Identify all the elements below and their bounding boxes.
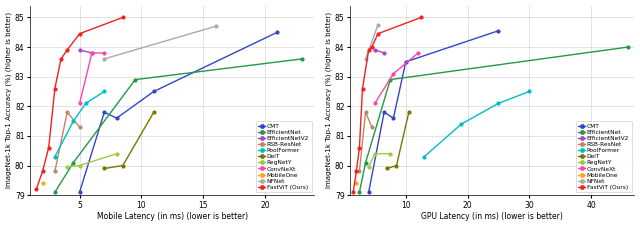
X-axis label: GPU Latency (in ms) (lower is better): GPU Latency (in ms) (lower is better): [421, 213, 563, 222]
Legend: CMT, EfficientNet, EfficientNetV2, RSB-ResNet, PoolFormer, DeiT, RegNetY, ConvNe: CMT, EfficientNet, EfficientNetV2, RSB-R…: [256, 121, 312, 192]
Legend: CMT, EfficientNet, EfficientNetV2, RSB-ResNet, PoolFormer, DeiT, RegNetY, ConvNe: CMT, EfficientNet, EfficientNetV2, RSB-R…: [576, 121, 632, 192]
X-axis label: Mobile Latency (in ms) (lower is better): Mobile Latency (in ms) (lower is better): [97, 213, 248, 222]
Y-axis label: ImageNet-1k Top-1 Accuracy (%) (higher is better): ImageNet-1k Top-1 Accuracy (%) (higher i…: [326, 12, 332, 188]
Y-axis label: ImageNet-1k Top-1 Accuracy (%) (higher is better): ImageNet-1k Top-1 Accuracy (%) (higher i…: [6, 12, 12, 188]
